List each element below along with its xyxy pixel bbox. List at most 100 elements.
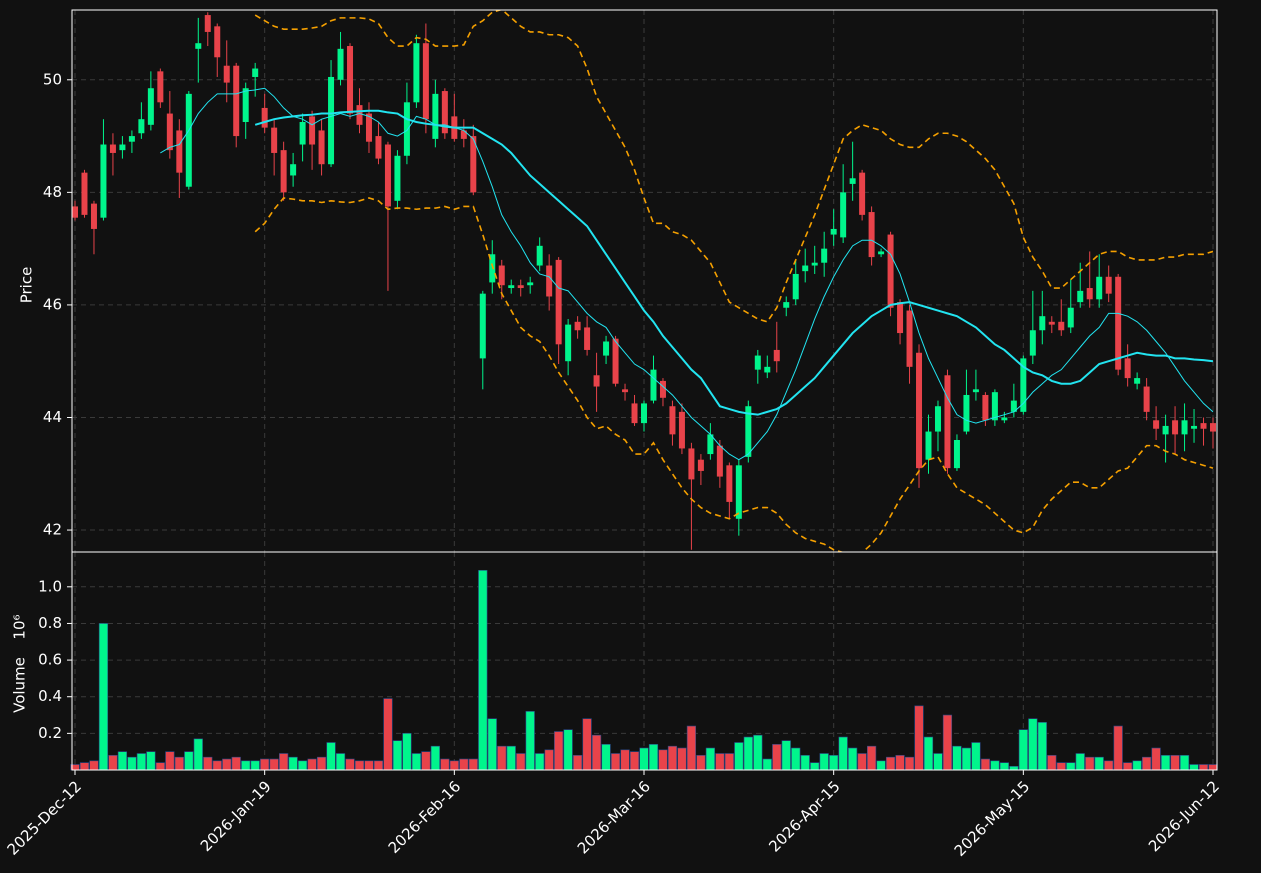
candle-body (81, 172, 88, 215)
volume-bar (146, 751, 156, 771)
candle-body (1001, 417, 1008, 421)
candle-body (460, 130, 467, 139)
volume-bar (98, 623, 109, 771)
volume-bar (203, 756, 213, 771)
volume-bar (848, 747, 858, 771)
volume-bar (563, 729, 573, 771)
volume-bar (108, 755, 118, 771)
volume-bar (79, 762, 90, 771)
volume-bar (895, 755, 905, 771)
volume-bar (857, 753, 867, 771)
candle-body (773, 349, 780, 362)
candle-body (859, 172, 866, 215)
candle-body (669, 406, 676, 435)
volume-bar (1018, 729, 1028, 771)
volume-bar (307, 758, 317, 771)
volume-bar (923, 736, 934, 771)
volume-bar (971, 742, 981, 771)
volume-bar (772, 744, 782, 771)
candle-body (735, 465, 742, 519)
y-tick-label: 1.0 (38, 577, 62, 595)
candle-body (517, 285, 524, 289)
volume-bar (724, 753, 734, 771)
volume-bar (601, 744, 611, 771)
candle-body (233, 65, 240, 137)
volume-bar (497, 745, 507, 771)
candle-body (508, 285, 515, 289)
volume-bar (591, 734, 602, 771)
candle-body (1010, 400, 1017, 412)
volume-bar (610, 753, 621, 771)
candle-body (1162, 425, 1169, 435)
volume-bar (506, 745, 516, 771)
candle-body (1172, 420, 1179, 435)
volume-bar (933, 753, 943, 771)
candle-body (1058, 321, 1065, 331)
volume-bar (980, 758, 990, 771)
volume-bar (354, 760, 365, 771)
volume-bar (1189, 764, 1199, 771)
candle-body (1134, 378, 1141, 384)
volume-bar (1151, 747, 1161, 771)
candle-body (972, 389, 979, 393)
y-axis-label: Price (18, 267, 36, 304)
candle-body (261, 107, 268, 128)
volume-bar (819, 753, 829, 771)
candle-body (365, 113, 372, 142)
candle-body (1115, 276, 1122, 370)
candle-body (109, 144, 116, 153)
candle-body (631, 403, 638, 424)
candle-body (849, 178, 856, 184)
indicator-line (254, 109, 1214, 416)
candle-body (394, 155, 401, 201)
candle-body (745, 406, 752, 457)
candle-body (128, 136, 135, 142)
volume-bar (364, 760, 374, 771)
candle-body (1096, 276, 1103, 300)
volume-bar (885, 756, 896, 771)
candle-body (214, 26, 221, 58)
candle-body (764, 366, 771, 373)
y-tick-label: 46 (43, 295, 62, 313)
volume-bar (734, 742, 744, 771)
volume-bar (677, 747, 687, 771)
candle-body (299, 122, 306, 145)
candle-body (119, 144, 126, 151)
volume-bar (1056, 762, 1066, 771)
volume-bar (1113, 725, 1123, 771)
candle-body (659, 380, 666, 398)
volume-bar (838, 736, 848, 771)
volume-exponent: 10⁶ (11, 614, 29, 639)
volume-bar (136, 753, 146, 771)
candle-body (204, 15, 211, 32)
indicator-line (160, 87, 1214, 461)
candle-body (1020, 358, 1027, 412)
candle-body (1181, 420, 1188, 435)
candle-body (650, 369, 657, 401)
volume-bar (392, 740, 403, 771)
volume-bar (1198, 764, 1209, 771)
volume-bar (952, 745, 962, 771)
volume-bar (942, 714, 953, 771)
volume-bar (800, 755, 810, 771)
volume-bar (165, 751, 175, 771)
volume-bar (1066, 762, 1076, 771)
candle-body (1153, 420, 1160, 429)
candle-body (716, 445, 723, 477)
volume-bar (155, 762, 165, 771)
volume-bar (516, 753, 526, 771)
volume-bar (269, 758, 279, 771)
candle-body (72, 206, 78, 218)
candle-body (422, 43, 429, 120)
volume-bar (705, 747, 715, 771)
candle-body (1200, 423, 1207, 429)
candle-body (100, 144, 107, 218)
candle-body (242, 88, 249, 123)
volume-bar (866, 745, 877, 771)
candle-body (982, 394, 989, 421)
candle-body (1039, 316, 1046, 331)
volume-bar (1094, 756, 1104, 771)
volume-bar (421, 751, 431, 771)
candle-body (622, 389, 629, 393)
volume-bar (999, 762, 1009, 771)
